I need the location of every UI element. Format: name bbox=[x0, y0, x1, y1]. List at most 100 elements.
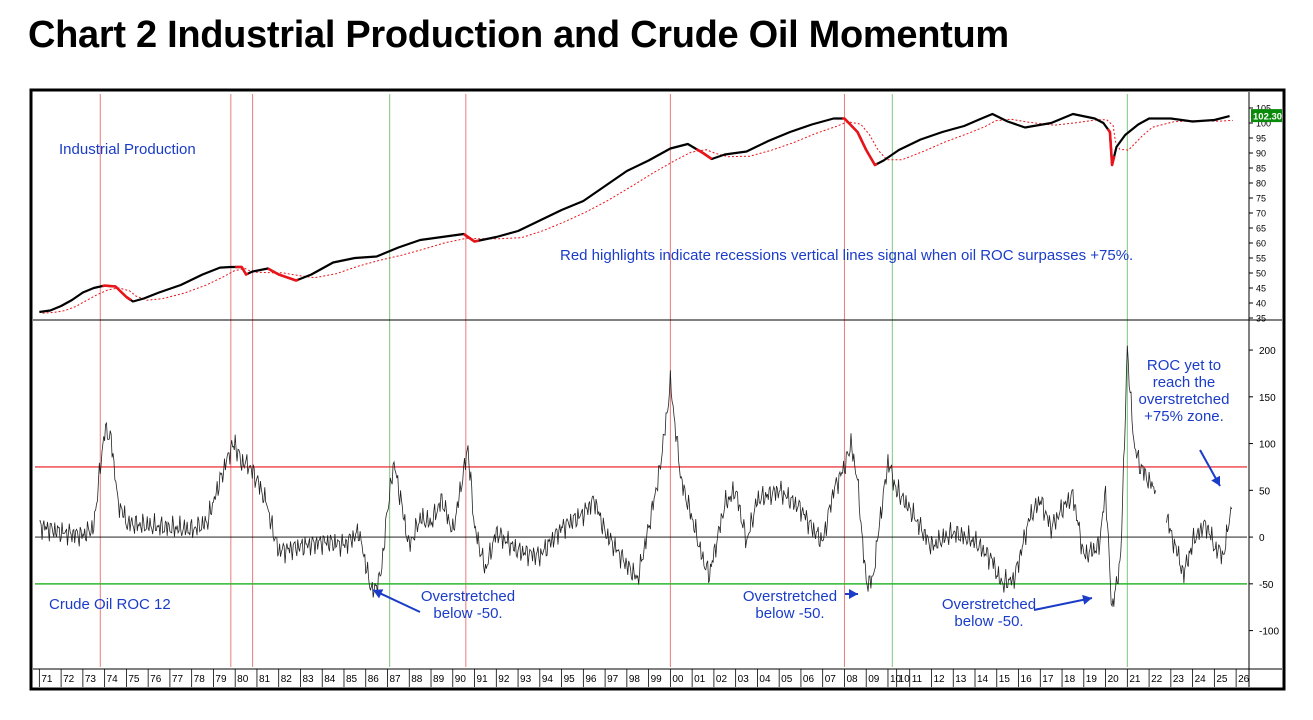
xtick-label-7: 78 bbox=[194, 674, 206, 685]
ip-ytick-label-0: 35 bbox=[1256, 314, 1266, 324]
xtick-label-27: 98 bbox=[629, 674, 641, 685]
xtick-label-23: 94 bbox=[542, 674, 554, 685]
roc-ytick-label-5: 150 bbox=[1259, 393, 1276, 404]
roc-ytick-label-1: -50 bbox=[1259, 580, 1274, 591]
recession-highlight-2 bbox=[267, 267, 299, 282]
roc-annotation-arrowhead-2 bbox=[1082, 594, 1092, 605]
roc-annotation-3-line-1: reach the bbox=[1153, 374, 1216, 391]
xtick-label-56: 26 bbox=[1238, 674, 1250, 685]
xtick-label-45: 15 bbox=[999, 674, 1011, 685]
ip-ytick-label-12: 95 bbox=[1256, 134, 1266, 144]
xtick-label-30: 01 bbox=[694, 674, 706, 685]
ip-ytick-label-14: 105 bbox=[1256, 104, 1271, 114]
roc-ytick-label-3: 50 bbox=[1259, 486, 1271, 497]
xtick-label-17: 88 bbox=[411, 674, 423, 685]
xtick-label-31: 02 bbox=[716, 674, 728, 685]
roc-annotation-arrow-2 bbox=[1033, 597, 1093, 611]
xtick-label-18: 89 bbox=[433, 674, 445, 685]
xtick-label-14: 85 bbox=[346, 674, 358, 685]
roc-annotation-2-line-1: below -50. bbox=[954, 613, 1023, 630]
xtick-label-53: 23 bbox=[1173, 674, 1185, 685]
xtick-label-37: 08 bbox=[846, 674, 858, 685]
xtick-label-8: 79 bbox=[215, 674, 227, 685]
xtick-label-12: 83 bbox=[302, 674, 314, 685]
xtick-label-0: 71 bbox=[41, 674, 53, 685]
xtick-label-15: 86 bbox=[368, 674, 380, 685]
roc-panel-label: Crude Oil ROC 12 bbox=[49, 596, 171, 613]
roc-ytick-label-4: 100 bbox=[1259, 440, 1276, 451]
roc-ytick-label-0: -100 bbox=[1259, 627, 1279, 638]
roc-threshold-lines bbox=[35, 466, 1247, 585]
ip-ytick-label-4: 55 bbox=[1256, 254, 1266, 264]
xtick-label-11: 82 bbox=[281, 674, 293, 685]
recession-highlight-0 bbox=[102, 284, 132, 302]
recession-highlight-3 bbox=[462, 232, 480, 243]
xtick-label-1: 72 bbox=[63, 674, 75, 685]
recession-highlight-1 bbox=[235, 265, 249, 276]
roc-annotation-1-line-1: below -50. bbox=[755, 605, 824, 622]
ip-moving-average bbox=[42, 118, 1233, 314]
xtick-label-47: 17 bbox=[1042, 674, 1054, 685]
ip-ytick-label-7: 70 bbox=[1256, 209, 1266, 219]
xtick-label-16: 87 bbox=[390, 674, 402, 685]
recession-highlight-5 bbox=[842, 117, 878, 167]
xtick-label-44: 14 bbox=[977, 674, 989, 685]
xtick-label-55: 25 bbox=[1216, 674, 1228, 685]
roc-annotation-3-line-2: overstretched bbox=[1139, 391, 1230, 408]
roc-annotation-3-line-3: +75% zone. bbox=[1144, 408, 1224, 425]
recession-highlight-6 bbox=[1106, 128, 1116, 167]
roc-annotation-arrowhead-0 bbox=[373, 589, 384, 599]
xtick-label-3: 74 bbox=[107, 674, 119, 685]
xtick-label-6: 77 bbox=[172, 674, 184, 685]
xtick-label-26: 97 bbox=[607, 674, 619, 685]
vertical-signal-lines bbox=[99, 94, 1128, 667]
roc-annotation-2-line-0: Overstretched bbox=[942, 596, 1036, 613]
ip-ytick-label-11: 90 bbox=[1256, 149, 1266, 159]
axes: 35404550556065707580859095100105102.30-1… bbox=[33, 92, 1282, 687]
xtick-label-5: 76 bbox=[150, 674, 162, 685]
xtick-label-29: 00 bbox=[672, 674, 684, 685]
ip-ytick-label-13: 100 bbox=[1256, 119, 1271, 129]
xtick-label-39: 10 bbox=[890, 674, 902, 685]
xtick-label-19: 90 bbox=[455, 674, 467, 685]
ip-ytick-label-9: 80 bbox=[1256, 179, 1266, 189]
ip-ytick-label-3: 50 bbox=[1256, 269, 1266, 279]
xtick-label-2: 73 bbox=[85, 674, 97, 685]
xtick-label-9: 80 bbox=[237, 674, 249, 685]
xtick-label-42: 12 bbox=[933, 674, 945, 685]
xtick-label-32: 03 bbox=[738, 674, 750, 685]
ip-ytick-label-2: 45 bbox=[1256, 284, 1266, 294]
roc-annotation-arrowhead-1 bbox=[849, 589, 858, 599]
xtick-label-10: 81 bbox=[259, 674, 271, 685]
xtick-label-22: 93 bbox=[520, 674, 532, 685]
roc-annotation-3-line-0: ROC yet to bbox=[1147, 357, 1221, 374]
ip-ytick-label-5: 60 bbox=[1256, 239, 1266, 249]
xtick-label-34: 05 bbox=[781, 674, 793, 685]
xtick-label-43: 13 bbox=[955, 674, 967, 685]
ip-value-badge bbox=[1251, 109, 1282, 123]
roc-annotation-0-line-1: below -50. bbox=[433, 605, 502, 622]
xtick-label-33: 04 bbox=[759, 674, 771, 685]
ip-line bbox=[39, 112, 1230, 314]
ip-panel-label: Industrial Production bbox=[59, 141, 196, 158]
chart-title: Chart 2 Industrial Production and Crude … bbox=[28, 14, 1009, 56]
industrial-production-panel bbox=[39, 112, 1233, 314]
recession-annotation: Red highlights indicate recessions verti… bbox=[560, 247, 1133, 264]
roc-ytick-label-6: 200 bbox=[1259, 346, 1276, 357]
xtick-label-50: 20 bbox=[1108, 674, 1120, 685]
xtick-label-35: 06 bbox=[803, 674, 815, 685]
xtick-label-46: 16 bbox=[1021, 674, 1033, 685]
xtick-label-24: 95 bbox=[564, 674, 576, 685]
xtick-label-54: 24 bbox=[1195, 674, 1207, 685]
roc-line bbox=[39, 345, 1156, 608]
xtick-label-28: 99 bbox=[651, 674, 663, 685]
roc-line-late bbox=[1166, 506, 1233, 584]
roc-annotation-arrowhead-3 bbox=[1211, 475, 1220, 486]
ip-ytick-label-1: 40 bbox=[1256, 299, 1266, 309]
xtick-label-51: 21 bbox=[1129, 674, 1141, 685]
xtick-label-36: 07 bbox=[825, 674, 837, 685]
xtick-label-13: 84 bbox=[324, 674, 336, 685]
roc-annotation-1-line-0: Overstretched bbox=[743, 588, 837, 605]
